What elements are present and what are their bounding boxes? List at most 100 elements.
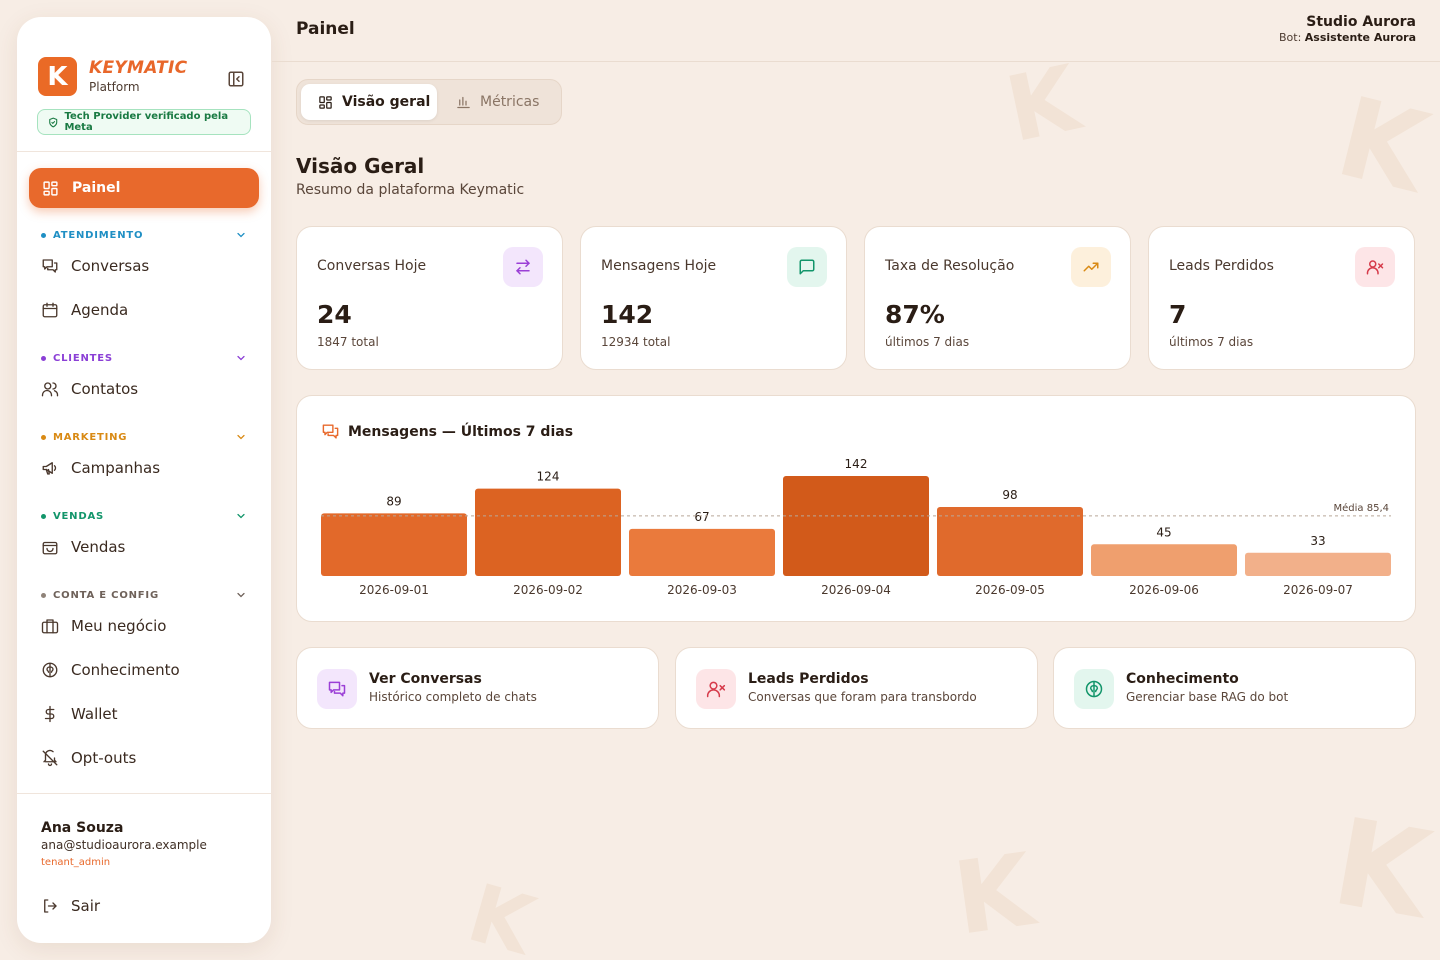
messages-chart-card: Mensagens — Últimos 7 dias 89 2026-09-01 1… <box>296 395 1416 622</box>
logout-icon <box>44 899 57 913</box>
quick-link-title: Leads Perdidos <box>748 671 869 687</box>
stat-card-conversas: Conversas Hoje 24 1847 total <box>296 226 563 370</box>
user-email: ana@studioaurora.example <box>41 838 207 852</box>
quick-link-subtitle: Histórico completo de chats <box>369 690 537 704</box>
tenant-info: Studio Aurora Bot: Assistente Aurora <box>1279 14 1416 44</box>
section-clientes[interactable]: CLIENTES <box>41 352 247 364</box>
logout-button[interactable]: Sair <box>41 897 100 915</box>
background-watermark: K <box>997 45 1088 164</box>
sidebar-item-conhecimento[interactable]: Conhecimento <box>41 661 180 679</box>
messages-bar-chart: 89 2026-09-01 124 2026-09-02 67 2026-09-03 142… <box>321 457 1391 597</box>
brain-icon <box>42 662 58 678</box>
sidebar-item-painel[interactable]: Painel <box>29 168 259 208</box>
section-dot <box>41 434 46 440</box>
bar-value-label: 45 <box>1156 525 1171 539</box>
tab-visao-geral[interactable]: Visão geral <box>301 84 437 120</box>
stat-icon-box <box>1355 247 1395 287</box>
quick-link-icon-box <box>1074 669 1114 709</box>
section-label: VENDAS <box>53 510 104 522</box>
stat-sub: 12934 total <box>601 335 671 349</box>
stat-label: Taxa de Resolução <box>885 258 1015 274</box>
sidebar-item-label: Campanhas <box>71 459 161 477</box>
quick-link-leads-perdidos[interactable]: Leads Perdidos Conversas que foram para … <box>675 647 1038 729</box>
stat-card-leads-perdidos: Leads Perdidos 7 últimos 7 dias <box>1148 226 1415 370</box>
background-watermark: K <box>1323 792 1440 947</box>
quick-link-subtitle: Conversas que foram para transbordo <box>748 690 977 704</box>
brand[interactable]: K KEYMATIC Platform <box>38 57 187 96</box>
sidebar-item-label: Agenda <box>71 301 129 319</box>
divider <box>17 151 271 152</box>
section-label: CONTA E CONFIG <box>53 589 159 601</box>
stat-value: 87% <box>885 300 945 329</box>
grid-icon <box>319 95 332 109</box>
sidebar-item-campanhas[interactable]: Campanhas <box>41 459 160 477</box>
view-tabs: Visão geral Métricas <box>296 79 562 125</box>
sidebar-item-label: Conhecimento <box>71 661 180 679</box>
brand-logo: K <box>38 57 77 96</box>
chat-icon <box>328 681 346 697</box>
bar-chart-icon <box>457 96 470 108</box>
page-header-title: Painel <box>296 19 355 39</box>
quick-link-conhecimento[interactable]: Conhecimento Gerenciar base RAG do bot <box>1053 647 1416 729</box>
tenant-name: Studio Aurora <box>1306 14 1416 30</box>
tab-metricas[interactable]: Métricas <box>456 84 539 120</box>
topbar: Painel Studio Aurora Bot: Assistente Aur… <box>272 0 1440 62</box>
stat-card-taxa-resolucao: Taxa de Resolução 87% últimos 7 dias <box>864 226 1131 370</box>
chart-header: Mensagens — Últimos 7 dias <box>321 422 573 441</box>
stat-sub: últimos 7 dias <box>885 335 970 349</box>
briefcase-icon <box>41 619 59 634</box>
calendar-icon <box>42 302 58 318</box>
chevron-down-icon <box>237 232 245 238</box>
background-watermark: K <box>1325 72 1440 218</box>
average-label: Média 85,4 <box>1334 502 1389 514</box>
sidebar-item-conversas[interactable]: Conversas <box>41 257 149 275</box>
tab-label: Visão geral <box>342 94 431 110</box>
x-tick-label: 2026-09-01 <box>359 583 429 597</box>
user-name: Ana Souza <box>41 820 124 836</box>
x-tick-label: 2026-09-03 <box>667 583 737 597</box>
collapse-sidebar-button[interactable] <box>226 69 246 89</box>
megaphone-icon <box>42 462 57 475</box>
stat-card-mensagens: Mensagens Hoje 142 12934 total <box>580 226 847 370</box>
sidebar-item-label: Meu negócio <box>71 617 167 635</box>
bar-value-label: 142 <box>845 457 868 471</box>
bot-info: Bot: Assistente Aurora <box>1279 31 1416 44</box>
sidebar-item-opt-outs[interactable]: Opt-outs <box>41 749 136 767</box>
section-marketing[interactable]: MARKETING <box>41 431 247 443</box>
section-conta-config[interactable]: CONTA E CONFIG <box>41 589 247 601</box>
sidebar-item-vendas[interactable]: Vendas <box>41 538 125 556</box>
sidebar-item-label: Painel <box>72 180 121 196</box>
chevron-down-icon <box>237 434 245 440</box>
x-tick-label: 2026-09-04 <box>821 583 891 597</box>
quick-link-ver-conversas[interactable]: Ver Conversas Histórico completo de chat… <box>296 647 659 729</box>
stat-label: Leads Perdidos <box>1169 258 1274 274</box>
bar-value-label: 98 <box>1002 488 1017 502</box>
page-subtitle: Resumo da plataforma Keymatic <box>296 182 525 198</box>
chart-title: Mensagens — Últimos 7 dias <box>348 423 574 440</box>
logout-label: Sair <box>71 897 101 915</box>
stat-icon-box <box>787 247 827 287</box>
section-label: MARKETING <box>53 431 128 443</box>
message-square-icon <box>799 259 815 275</box>
sidebar-item-meu-negocio[interactable]: Meu negócio <box>41 617 166 635</box>
user-x-icon <box>1366 260 1384 275</box>
x-tick-label: 2026-09-02 <box>513 583 583 597</box>
sidebar-item-agenda[interactable]: Agenda <box>41 301 128 319</box>
chart-bar <box>783 476 929 576</box>
bot-prefix: Bot: <box>1279 31 1302 44</box>
section-atendimento[interactable]: ATENDIMENTO <box>41 229 247 241</box>
bar-value-label: 89 <box>386 494 401 508</box>
stat-value: 142 <box>601 300 654 329</box>
section-label: CLIENTES <box>53 352 113 364</box>
chart-bar <box>475 488 621 576</box>
quick-link-icon-box <box>317 669 357 709</box>
section-vendas[interactable]: VENDAS <box>41 510 247 522</box>
quick-link-icon-box <box>696 669 736 709</box>
sidebar-item-wallet[interactable]: Wallet <box>41 705 118 723</box>
verified-badge: Tech Provider verificado pela Meta <box>37 109 251 135</box>
sidebar-item-contatos[interactable]: Contatos <box>41 380 138 398</box>
users-icon <box>41 382 59 397</box>
dollar-icon <box>44 705 55 723</box>
sidebar-item-label: Vendas <box>71 538 126 556</box>
bot-name: Assistente Aurora <box>1304 31 1416 44</box>
